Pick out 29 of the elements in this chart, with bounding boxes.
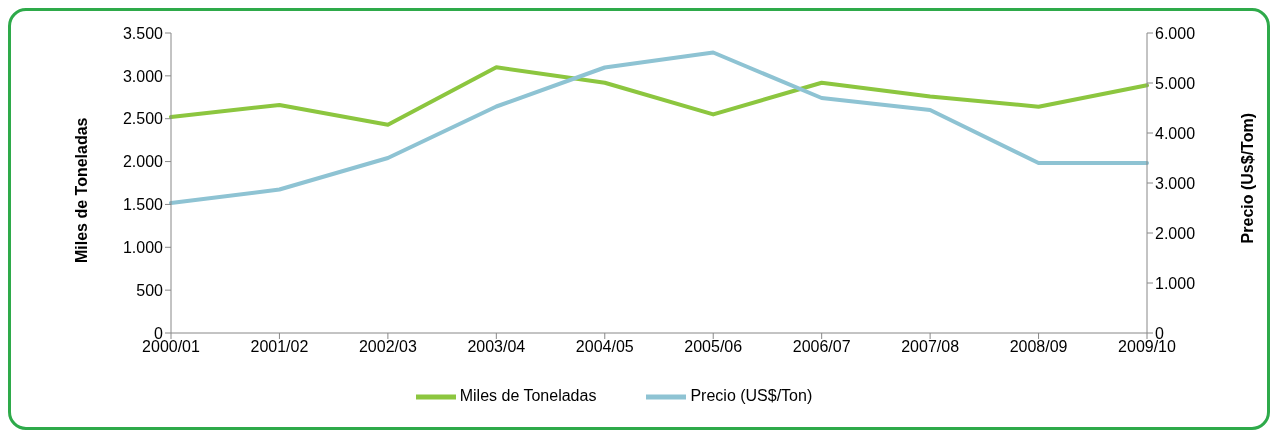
y2-tick-label: 4.000 <box>1155 124 1196 142</box>
x-tick-label: 2009/10 <box>1118 338 1177 356</box>
y-tick-label: 1.500 <box>122 196 164 214</box>
y-tick-label: 3.500 <box>122 24 164 42</box>
y-tick-label: 3.000 <box>122 67 164 85</box>
x-tick-label: 2002/03 <box>358 338 417 356</box>
y2-axis-title: Precio (Us$/Tom) <box>1238 113 1256 244</box>
x-tick-label: 2003/04 <box>467 338 526 356</box>
legend-label: Miles de Toneladas <box>459 387 597 405</box>
x-tick-label: 2005/06 <box>684 338 743 356</box>
x-tick-label: 2000/01 <box>142 338 201 356</box>
x-tick-label: 2007/08 <box>901 338 960 356</box>
y2-tick-label: 5.000 <box>1155 74 1196 92</box>
line-series <box>169 65 1149 127</box>
y-tick-label: 2.500 <box>122 110 164 128</box>
y2-tick-label: 3.000 <box>1155 174 1196 192</box>
line-series <box>169 50 1149 205</box>
x-tick-label: 2004/05 <box>575 338 634 356</box>
y-tick-label: 2.000 <box>122 153 164 171</box>
legend-label: Precio (US$/Ton) <box>690 387 813 405</box>
x-tick-label: 2006/07 <box>792 338 851 356</box>
y2-tick-label: 6.000 <box>1155 24 1196 42</box>
x-tick-label: 2001/02 <box>250 338 309 356</box>
y-tick-label: 1.000 <box>122 238 164 256</box>
x-tick-label: 2008/09 <box>1009 338 1068 356</box>
y2-tick-label: 2.000 <box>1155 224 1196 242</box>
y-tick-label: 500 <box>136 281 164 299</box>
y-axis-title: Miles de Toneladas <box>72 117 90 263</box>
y2-tick-label: 1.000 <box>1155 274 1196 292</box>
